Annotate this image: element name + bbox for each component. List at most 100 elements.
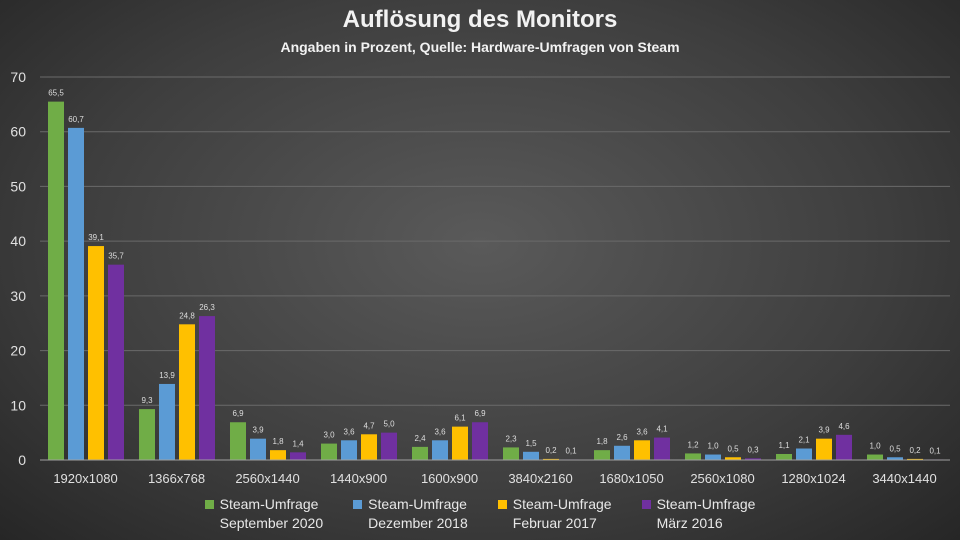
bar xyxy=(108,264,124,460)
bar xyxy=(725,457,741,460)
bar xyxy=(321,443,337,460)
data-label: 3,9 xyxy=(818,426,830,435)
bar xyxy=(594,450,610,460)
data-label: 1,4 xyxy=(292,439,304,448)
bar xyxy=(796,448,812,460)
data-label: 1,5 xyxy=(525,439,537,448)
data-label: 24,8 xyxy=(179,311,195,320)
y-tick-label: 0 xyxy=(18,452,26,468)
legend-label: Steam-Umfrage Februar 2017 xyxy=(512,496,612,531)
bar xyxy=(48,101,64,460)
y-tick-label: 50 xyxy=(10,178,26,194)
data-label: 1,8 xyxy=(272,437,284,446)
legend-label: Steam-Umfrage September 2020 xyxy=(219,496,324,531)
x-tick-label: 3440x1440 xyxy=(872,471,936,486)
bar xyxy=(472,422,488,460)
legend-item: Steam-Umfrage September 2020 xyxy=(204,496,324,531)
data-label: 1,2 xyxy=(687,440,699,449)
bar xyxy=(230,422,246,460)
y-tick-label: 60 xyxy=(10,124,26,140)
data-label: 2,4 xyxy=(414,434,426,443)
bar xyxy=(503,447,519,460)
data-label: 2,6 xyxy=(616,433,628,442)
x-tick-label: 1440x900 xyxy=(330,471,387,486)
data-label: 0,2 xyxy=(909,446,921,455)
bar xyxy=(361,434,377,460)
bar xyxy=(341,440,357,460)
data-label: 0,1 xyxy=(565,446,577,455)
bar xyxy=(88,246,104,460)
x-tick-label: 3840x2160 xyxy=(508,471,572,486)
data-label: 6,9 xyxy=(232,409,244,418)
bar xyxy=(68,127,84,461)
bar xyxy=(543,458,559,460)
bar xyxy=(199,316,215,460)
x-tick-label: 1280x1024 xyxy=(781,471,845,486)
data-label: 0,1 xyxy=(929,446,941,455)
bar xyxy=(634,440,650,460)
chart-subtitle: Angaben in Prozent, Quelle: Hardware-Umf… xyxy=(280,39,680,55)
data-label: 2,1 xyxy=(798,436,810,445)
bar xyxy=(745,458,761,460)
bar xyxy=(887,457,903,460)
data-label: 6,9 xyxy=(474,409,486,418)
data-label: 5,0 xyxy=(383,420,395,429)
data-label: 13,9 xyxy=(159,371,175,380)
x-tick-label: 1920x1080 xyxy=(53,471,117,486)
bar xyxy=(250,438,266,460)
data-label: 3,9 xyxy=(252,426,264,435)
data-label: 3,0 xyxy=(323,431,335,440)
bar xyxy=(179,324,195,460)
y-tick-label: 40 xyxy=(10,233,26,249)
data-label: 6,1 xyxy=(454,414,466,423)
data-label: 39,1 xyxy=(88,233,104,242)
bar xyxy=(270,450,286,460)
data-label: 60,7 xyxy=(68,115,84,124)
legend-label: Steam-Umfrage März 2016 xyxy=(656,496,756,531)
bar xyxy=(139,409,155,460)
bar xyxy=(290,452,306,460)
bar xyxy=(907,458,923,460)
bar xyxy=(705,454,721,460)
data-label: 3,6 xyxy=(434,427,446,436)
y-tick-label: 20 xyxy=(10,343,26,359)
legend-swatch xyxy=(204,500,214,509)
legend-swatch xyxy=(497,500,507,509)
legend-item: Steam-Umfrage Februar 2017 xyxy=(497,496,612,531)
bar xyxy=(867,454,883,460)
y-tick-label: 70 xyxy=(10,69,26,85)
x-tick-label: 1600x900 xyxy=(421,471,478,486)
chart-title: Auflösung des Monitors xyxy=(342,6,618,33)
data-label: 4,7 xyxy=(363,421,375,430)
data-label: 35,7 xyxy=(108,252,124,261)
data-label: 0,2 xyxy=(545,446,557,455)
data-label: 4,6 xyxy=(838,422,850,431)
data-label: 26,3 xyxy=(199,303,215,312)
data-label: 3,6 xyxy=(636,427,648,436)
data-label: 0,5 xyxy=(889,444,901,453)
legend-item: Steam-Umfrage März 2016 xyxy=(641,496,756,531)
bar xyxy=(412,446,428,460)
data-label: 2,3 xyxy=(505,434,517,443)
data-label: 65,5 xyxy=(48,89,64,98)
bar xyxy=(614,445,630,460)
x-tick-label: 2560x1080 xyxy=(690,471,754,486)
bar xyxy=(432,440,448,460)
bar xyxy=(654,437,670,460)
bar xyxy=(381,432,397,460)
legend-swatch xyxy=(641,500,651,509)
data-label: 9,3 xyxy=(141,396,153,405)
data-label: 1,0 xyxy=(869,442,881,451)
data-label: 0,5 xyxy=(727,444,739,453)
data-label: 0,3 xyxy=(747,445,759,454)
legend-label: Steam-Umfrage Dezember 2018 xyxy=(368,496,468,531)
data-label: 3,6 xyxy=(343,427,355,436)
bar xyxy=(776,453,792,460)
bar xyxy=(159,383,175,460)
data-label: 1,1 xyxy=(778,441,790,450)
x-tick-label: 1366x768 xyxy=(148,471,205,486)
data-label: 4,1 xyxy=(656,425,668,434)
bar xyxy=(452,426,468,460)
x-tick-label: 1680x1050 xyxy=(599,471,663,486)
